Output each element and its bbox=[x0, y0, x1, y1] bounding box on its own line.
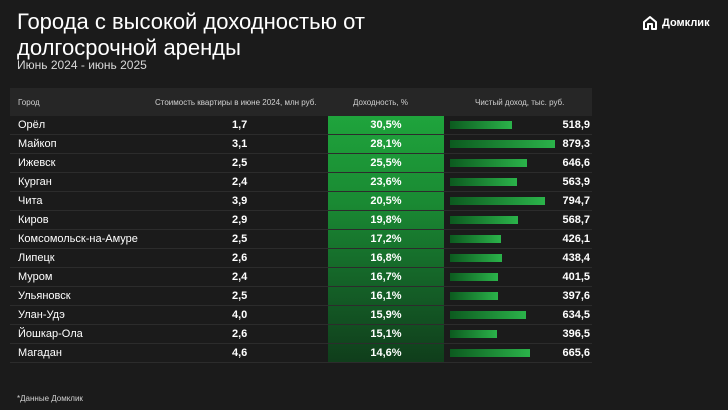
income-cell: 397,6 bbox=[562, 290, 590, 302]
city-cell: Чита bbox=[18, 195, 43, 207]
table-row: Йошкар-Ола 2,6 15,1% 396,5 bbox=[10, 325, 592, 344]
income-cell: 563,9 bbox=[562, 176, 590, 188]
yield-cell: 16,8% bbox=[370, 252, 402, 264]
cost-cell: 3,9 bbox=[232, 195, 248, 207]
income-cell: 665,6 bbox=[562, 347, 590, 359]
logo-text: Домклик bbox=[662, 17, 710, 29]
yield-cell: 15,9% bbox=[370, 309, 402, 321]
city-cell: Ульяновск bbox=[18, 290, 71, 302]
yield-cell: 14,6% bbox=[370, 347, 402, 359]
yield-cell: 15,1% bbox=[370, 328, 402, 340]
data-table: Город Стоимость квартиры в июне 2024, мл… bbox=[10, 88, 592, 363]
income-bar bbox=[450, 178, 518, 186]
table-row: Курган 2,4 23,6% 563,9 bbox=[10, 173, 592, 192]
yield-cell: 19,8% bbox=[370, 214, 402, 226]
income-bar bbox=[450, 292, 498, 300]
yield-cell: 16,1% bbox=[370, 290, 402, 302]
table-row: Орёл 1,7 30,5% 518,9 bbox=[10, 116, 592, 135]
income-bar bbox=[450, 254, 503, 262]
table-row: Комсомольск-на-Амуре 2,5 17,2% 426,1 bbox=[10, 230, 592, 249]
income-cell: 396,5 bbox=[562, 328, 590, 340]
income-bar bbox=[450, 197, 545, 205]
city-cell: Орёл bbox=[18, 119, 46, 131]
cost-cell: 4,6 bbox=[232, 347, 248, 359]
yield-column-highlight bbox=[328, 116, 444, 363]
income-cell: 426,1 bbox=[562, 233, 590, 245]
table-row: Муром 2,4 16,7% 401,5 bbox=[10, 268, 592, 287]
table-row: Ижевск 2,5 25,5% 646,6 bbox=[10, 154, 592, 173]
income-bar bbox=[450, 235, 501, 243]
table-row: Магадан 4,6 14,6% 665,6 bbox=[10, 344, 592, 363]
income-bar bbox=[450, 349, 530, 357]
cost-cell: 2,4 bbox=[232, 176, 248, 188]
chart-title: Города с высокой доходностью от долгосро… bbox=[17, 9, 365, 60]
column-header-yield: Доходность, % bbox=[353, 98, 408, 107]
yield-cell: 20,5% bbox=[370, 195, 402, 207]
house-logo-icon bbox=[643, 16, 657, 30]
yield-cell: 30,5% bbox=[370, 119, 402, 131]
table-row: Майкоп 3,1 28,1% 879,3 bbox=[10, 135, 592, 154]
yield-cell: 23,6% bbox=[370, 176, 402, 188]
city-cell: Киров bbox=[18, 214, 49, 226]
income-cell: 438,4 bbox=[562, 252, 590, 264]
income-bar bbox=[450, 121, 512, 129]
table-row: Липецк 2,6 16,8% 438,4 bbox=[10, 249, 592, 268]
city-cell: Ижевск bbox=[18, 157, 56, 169]
income-bar bbox=[450, 159, 528, 167]
column-header-cost: Стоимость квартиры в июне 2024, млн руб. bbox=[155, 98, 317, 107]
cost-cell: 2,4 bbox=[232, 271, 248, 283]
income-bar bbox=[450, 216, 518, 224]
city-cell: Курган bbox=[18, 176, 52, 188]
yield-cell: 28,1% bbox=[370, 138, 402, 150]
city-cell: Комсомольск-на-Амуре bbox=[18, 233, 138, 245]
column-header-income: Чистый доход, тыс. руб. bbox=[475, 98, 565, 107]
cost-cell: 2,5 bbox=[232, 157, 248, 169]
table-body: Орёл 1,7 30,5% 518,9 Майкоп 3,1 28,1% 879,3 Ижев… bbox=[10, 116, 592, 363]
column-header-city: Город bbox=[18, 98, 40, 107]
table-row: Улан-Удэ 4,0 15,9% 634,5 bbox=[10, 306, 592, 325]
cost-cell: 2,6 bbox=[232, 252, 248, 264]
footnote: *Данные Домклик bbox=[17, 394, 83, 403]
income-cell: 794,7 bbox=[562, 195, 590, 207]
cost-cell: 3,1 bbox=[232, 138, 248, 150]
income-bar bbox=[450, 330, 498, 338]
cost-cell: 2,5 bbox=[232, 233, 248, 245]
yield-cell: 25,5% bbox=[370, 157, 402, 169]
income-bar bbox=[450, 140, 555, 148]
cost-cell: 4,0 bbox=[232, 309, 248, 321]
city-cell: Йошкар-Ола bbox=[18, 328, 83, 340]
city-cell: Магадан bbox=[18, 347, 62, 359]
city-cell: Майкоп bbox=[18, 138, 57, 150]
city-cell: Муром bbox=[18, 271, 53, 283]
cost-cell: 2,5 bbox=[232, 290, 248, 302]
income-bar bbox=[450, 311, 526, 319]
income-cell: 401,5 bbox=[562, 271, 590, 283]
chart-subtitle: Июнь 2024 - июнь 2025 bbox=[17, 58, 147, 72]
income-cell: 879,3 bbox=[562, 138, 590, 150]
income-cell: 646,6 bbox=[562, 157, 590, 169]
cost-cell: 1,7 bbox=[232, 119, 248, 131]
yield-cell: 16,7% bbox=[370, 271, 402, 283]
table-row: Ульяновск 2,5 16,1% 397,6 bbox=[10, 287, 592, 306]
income-cell: 634,5 bbox=[562, 309, 590, 321]
yield-cell: 17,2% bbox=[370, 233, 402, 245]
income-bar bbox=[450, 273, 498, 281]
city-cell: Улан-Удэ bbox=[18, 309, 65, 321]
cost-cell: 2,9 bbox=[232, 214, 248, 226]
income-cell: 518,9 bbox=[562, 119, 590, 131]
table-row: Чита 3,9 20,5% 794,7 bbox=[10, 192, 592, 211]
logo: Домклик bbox=[642, 15, 710, 31]
table-row: Киров 2,9 19,8% 568,7 bbox=[10, 211, 592, 230]
income-cell: 568,7 bbox=[562, 214, 590, 226]
table-header: Город Стоимость квартиры в июне 2024, мл… bbox=[10, 88, 592, 116]
cost-cell: 2,6 bbox=[232, 328, 248, 340]
city-cell: Липецк bbox=[18, 252, 55, 264]
